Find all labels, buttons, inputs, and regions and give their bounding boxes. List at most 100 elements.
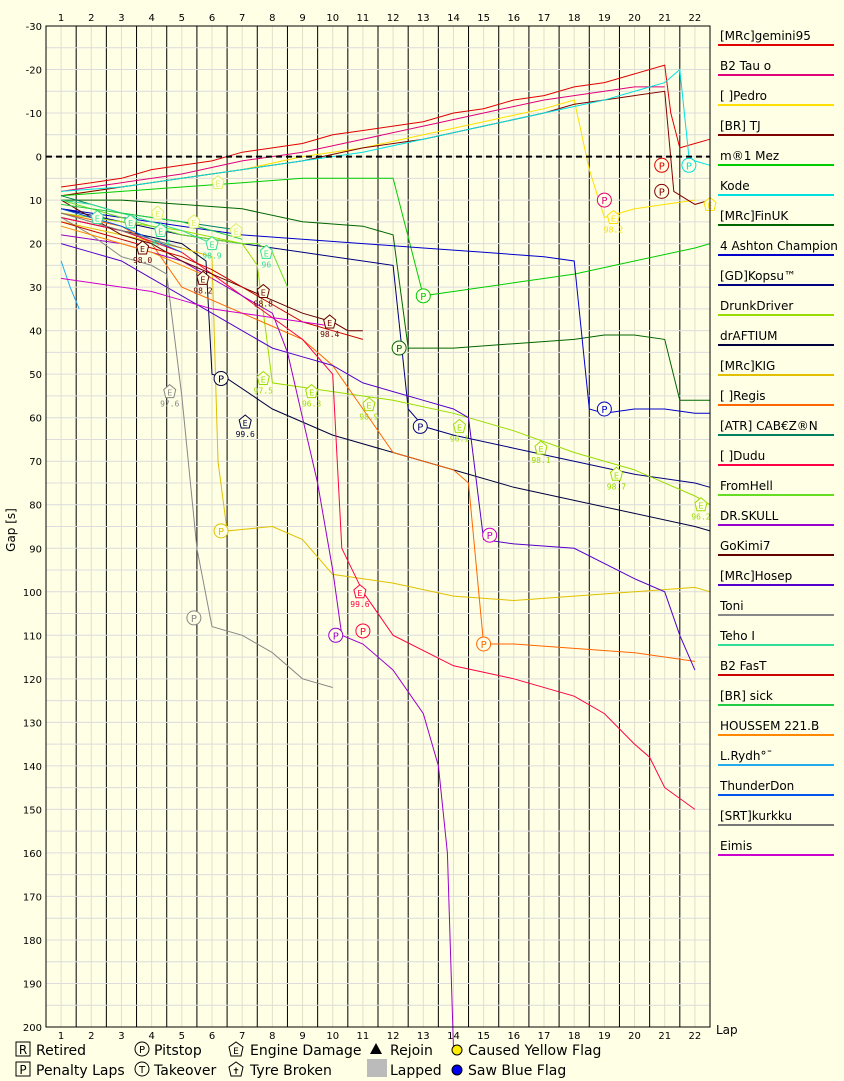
engine-damage-marker <box>123 214 138 229</box>
key-penalty-symbol: P <box>19 1063 26 1077</box>
tyre-icon-glyph: ✝ <box>232 1067 240 1077</box>
footer-key: R Retired P Penalty Laps P Pitstop T Tak… <box>15 1041 601 1079</box>
y-tick-label: 60 <box>29 414 42 425</box>
engine-damage-marker <box>305 383 319 399</box>
series-line <box>61 199 213 245</box>
legend-entry-label: [SRT]kurkku <box>720 809 792 823</box>
pitstop-marker-label: P <box>396 344 402 355</box>
plot-frame <box>45 25 711 1028</box>
pitstop-marker <box>213 371 229 387</box>
series-line <box>60 208 182 253</box>
series-line <box>60 243 696 671</box>
x-tick-label-bottom: 10 <box>326 1031 339 1042</box>
x-tick-label-bottom: 19 <box>598 1031 611 1042</box>
x-tick-label-top: 22 <box>689 13 702 24</box>
series-line <box>60 260 80 310</box>
legend-entry-label: HOUSSEM 221.B <box>720 719 819 733</box>
series-line <box>60 217 696 810</box>
y-tick-label: 80 <box>29 501 42 512</box>
engine-damage-marker <box>606 209 620 224</box>
legend-entry-label: Teho I <box>719 629 755 643</box>
pitstop-marker-label: P <box>191 614 197 625</box>
series-line <box>61 203 243 240</box>
engine-damage-marker <box>534 440 548 455</box>
data-label: 99.6 <box>236 430 255 439</box>
pitstop-marker <box>654 183 670 199</box>
y-tick-label: -30 <box>26 22 42 33</box>
tyre-broken-icon <box>228 1061 244 1077</box>
x-tick-label-top: 20 <box>628 13 641 24</box>
data-label: 97.6 <box>160 400 179 409</box>
x-tick-label-bottom: 6 <box>209 1031 215 1042</box>
engine-damage-marker <box>694 497 708 512</box>
x-tick-label-bottom: 12 <box>387 1031 400 1042</box>
series-line <box>60 217 711 532</box>
key-penalty: P Penalty Laps <box>15 1061 125 1079</box>
engine-damage-marker <box>362 396 376 412</box>
x-tick-label-top: 13 <box>417 13 430 24</box>
y-tick-label: 50 <box>29 370 42 381</box>
data-label: 98.2 <box>193 286 212 295</box>
x-tick-label-top: 12 <box>387 13 400 24</box>
x-tick-label-top: 17 <box>538 13 551 24</box>
y-tick-label: 130 <box>23 718 42 729</box>
engine-damage-marker <box>609 466 623 481</box>
engine-damage-marker-symbol: E <box>614 471 619 480</box>
engine-damage-marker-symbol: E <box>366 402 371 411</box>
x-tick-label-top: 14 <box>447 13 460 24</box>
x-ticks-bottom: 1 2 3 4 5 6 7 8 9 10 11 12 13 14 15 16 17 18 19 20 21 22 <box>58 1031 701 1042</box>
pitstop-marker-label: P <box>686 161 692 172</box>
legend-entry-label: [BR] sick <box>720 689 773 703</box>
data-label: 98.9 <box>202 252 221 261</box>
key-takeover-symbol: T <box>138 1065 146 1076</box>
data-label: 98.8 <box>254 299 273 308</box>
pitstop-marker-label: P <box>659 161 665 172</box>
series-line <box>61 277 333 327</box>
engine-damage-marker-symbol: E <box>234 228 239 237</box>
key-engine-symbol: E <box>233 1047 239 1057</box>
key-rejoin: Rejoin <box>370 1043 433 1059</box>
legend-entry-label: [ ]Pedro <box>720 89 767 103</box>
pitstop-marker <box>482 527 498 543</box>
yellow-flag-icon <box>451 1044 463 1056</box>
key-retired: R Retired <box>15 1041 86 1059</box>
pitstop-marker <box>355 623 371 639</box>
engine-damage-marker-symbol: E <box>95 214 100 223</box>
x-tick-label-bottom: 3 <box>118 1031 124 1042</box>
pitstop-marker <box>328 627 344 643</box>
series-line <box>61 68 711 192</box>
legend-entry-label: B2 Tau o <box>720 59 771 73</box>
x-tick-label-bottom: 9 <box>299 1031 305 1042</box>
x-tick-label-top: 7 <box>239 13 245 24</box>
x-tick-label-bottom: 20 <box>628 1031 641 1042</box>
key-takeover: T Takeover <box>134 1061 216 1079</box>
pitstop-marker-label: P <box>333 631 339 642</box>
y-tick-label: 10 <box>29 196 42 207</box>
engine-damage-marker-symbol: E <box>538 445 543 454</box>
y-tick-label: 30 <box>29 283 42 294</box>
legend-entry-label: Toni <box>719 599 744 613</box>
legend-entry-label: B2 FasT <box>720 659 767 673</box>
y-ticks: -30 -20 -10 0 10 20 30 40 50 60 70 80 90 100 110 120 130… <box>23 22 42 1034</box>
x-axis-title: Lap <box>716 1023 738 1037</box>
key-yellow-label: Caused Yellow Flag <box>468 1043 601 1059</box>
legend-entry-label: [GD]Kopsu™ <box>720 269 796 283</box>
key-tyre: ✝ Tyre Broken <box>228 1061 332 1079</box>
y-tick-label: 120 <box>23 675 42 686</box>
x-tick-label-top: 4 <box>148 13 154 24</box>
series-line <box>60 212 182 249</box>
x-tick-label-bottom: 17 <box>538 1031 551 1042</box>
rejoin-icon <box>370 1043 382 1054</box>
pitstop-marker <box>596 401 612 417</box>
data-label: 99.6 <box>350 600 369 609</box>
key-pitstop-symbol: P <box>139 1045 145 1056</box>
key-blue: Saw Blue Flag <box>451 1063 566 1079</box>
engine-damage-marker-symbol: E <box>155 210 160 219</box>
x-tick-label-bottom: 7 <box>239 1031 245 1042</box>
data-label: 98.7 <box>607 482 626 491</box>
engine-damage-marker <box>151 205 165 220</box>
x-tick-label-top: 9 <box>299 13 305 24</box>
y-tick-label: 170 <box>23 892 42 903</box>
data-label: 96.2 <box>691 513 710 522</box>
